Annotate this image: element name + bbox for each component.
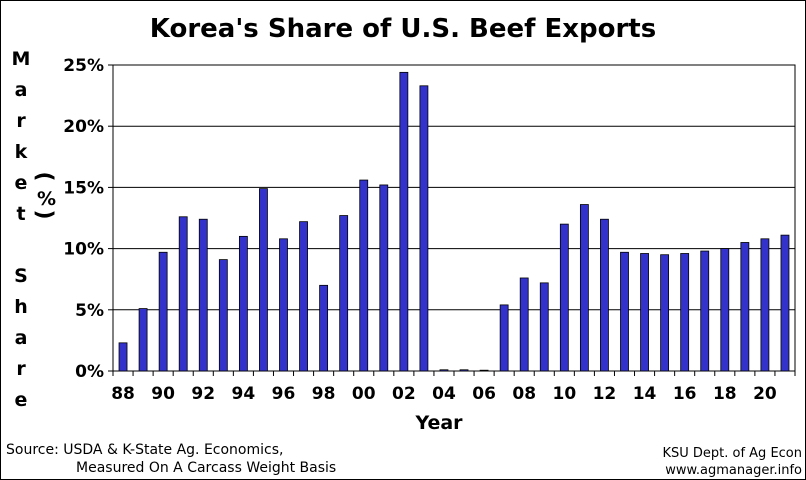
y-unit-percent: % (37, 188, 57, 210)
bar (118, 342, 128, 372)
bar (158, 251, 168, 372)
x-tick-label: 18 (713, 384, 737, 404)
bar (299, 221, 308, 372)
source-line-2: Measured On A Carcass Weight Basis (76, 460, 337, 476)
x-tick-label: 90 (151, 384, 175, 404)
bar (579, 204, 589, 372)
bar (359, 179, 369, 372)
y-label-letter: e (14, 389, 28, 411)
bar (238, 235, 248, 372)
y-label-letter: r (16, 110, 26, 132)
bar (218, 259, 228, 372)
x-tick-label: 96 (272, 384, 296, 404)
bar (640, 253, 649, 372)
bar (539, 282, 549, 372)
y-label-letter: a (14, 79, 28, 101)
bar (178, 216, 188, 372)
x-tick-label: 12 (593, 384, 617, 404)
bar (620, 251, 629, 372)
x-tick-label: 00 (352, 384, 376, 404)
y-label-letter: a (14, 327, 28, 349)
bar (479, 369, 489, 372)
bar (379, 184, 389, 372)
x-tick-label: 06 (472, 384, 496, 404)
bar (780, 234, 790, 372)
bar (138, 308, 148, 372)
x-tick-label: 10 (552, 384, 576, 404)
y-label-letter: r (16, 358, 26, 380)
credit-line-1: KSU Dept. of Ag Econ (662, 446, 802, 461)
y-label-letter: h (14, 296, 28, 318)
bar (399, 71, 409, 372)
source-line-1: Source: USDA & K-State Ag. Economics, (6, 442, 284, 458)
x-tick-label: 08 (512, 384, 536, 404)
x-tick-label: 88 (111, 384, 135, 404)
bar (559, 223, 569, 372)
y-tick-label: 15% (63, 178, 104, 198)
source-note: Source: USDA & K-State Ag. Economics, Me… (6, 441, 336, 477)
x-tick-label: 16 (673, 384, 697, 404)
y-tick-label: 0% (75, 362, 104, 382)
y-tick-label: 25% (63, 56, 104, 76)
plot-area (112, 64, 796, 372)
y-label-letter: S (14, 265, 28, 287)
y-label-letter: k (14, 141, 28, 163)
bar (279, 238, 288, 372)
y-tick-label: 5% (75, 301, 104, 321)
y-label-letter: t (16, 203, 26, 225)
x-tick-label: 04 (432, 384, 456, 404)
y-axis-label: M a r k e t S h a r e (10, 44, 32, 416)
bar (680, 253, 690, 372)
x-tick-label: 14 (633, 384, 657, 404)
bar (740, 242, 750, 372)
bar (259, 188, 268, 372)
y-tick-label: 20% (63, 117, 104, 137)
y-tick-label: 10% (63, 240, 104, 260)
bar (459, 369, 469, 372)
y-label-letter: M (11, 48, 31, 70)
x-axis-title: Year (414, 412, 463, 434)
bar (319, 284, 329, 372)
x-tick-label: 94 (232, 384, 256, 404)
bar (198, 218, 208, 372)
bar (720, 248, 730, 372)
credit-note: KSU Dept. of Ag Econ www.agmanager.info (662, 445, 802, 479)
bar (760, 238, 770, 372)
credit-line-2: www.agmanager.info (665, 463, 802, 478)
x-tick-label: 92 (191, 384, 215, 404)
bar (519, 277, 529, 372)
chart-title: Korea's Share of U.S. Beef Exports (149, 14, 657, 44)
x-tick-label: 98 (312, 384, 336, 404)
x-tick-label: 20 (753, 384, 777, 404)
bar (339, 215, 349, 372)
bar (660, 254, 670, 372)
y-axis-unit: ( % ) (27, 170, 67, 230)
bar (439, 369, 449, 372)
bar (499, 304, 509, 372)
bar (700, 250, 710, 372)
bar (600, 218, 609, 372)
y-label-letter: e (14, 172, 28, 194)
bar (419, 85, 429, 372)
x-tick-label: 02 (392, 384, 416, 404)
